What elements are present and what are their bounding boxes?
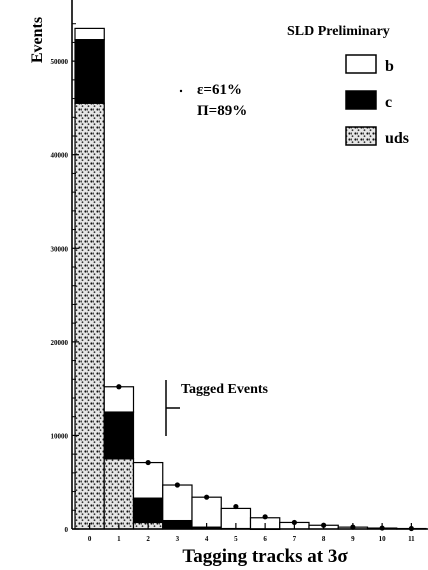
- data-point-0: [87, 39, 93, 46]
- legend-item-c: c: [345, 90, 392, 111]
- purity-annotation: Π=89%: [197, 103, 247, 119]
- y-tick-label-10000: 10000: [51, 432, 69, 440]
- data-point-5: [233, 503, 239, 510]
- data-point-4: [204, 494, 210, 500]
- bar-c-2: [132, 497, 164, 524]
- chart-title: SLD Preliminary: [287, 24, 390, 39]
- y-tick-label-20000: 20000: [51, 339, 69, 347]
- bar-b-3: [162, 484, 193, 522]
- data-point-3: [174, 482, 180, 488]
- x-tick-label-1: 1: [117, 535, 121, 543]
- data-point-2: [145, 459, 151, 466]
- data-point-1: [116, 384, 122, 390]
- data-points: [87, 39, 414, 532]
- x-tick-label-8: 8: [322, 535, 326, 543]
- legend-swatch-uds: [345, 126, 377, 146]
- legend-swatch-b: [345, 54, 377, 74]
- x-tick-label-7: 7: [293, 535, 297, 543]
- legend-item-b: b: [345, 54, 394, 75]
- x-tick-label-9: 9: [351, 535, 355, 543]
- y-tick-label-0: 0: [65, 526, 69, 534]
- y-tick-label-40000: 40000: [51, 152, 69, 160]
- bar-b-2: [132, 461, 164, 499]
- legend-label-uds: uds: [385, 130, 409, 147]
- legend-swatch-c: [345, 90, 377, 110]
- data-point-7: [291, 519, 297, 526]
- x-tick-label-10: 10: [379, 535, 387, 543]
- x-tick-label-0: 0: [88, 535, 92, 543]
- legend: b c uds: [345, 54, 409, 147]
- x-axis-label: Tagging tracks at 3σ: [182, 546, 348, 567]
- legend-label-c: c: [385, 94, 392, 111]
- y-axis-label: Events: [29, 17, 46, 63]
- bar-c-1: [103, 411, 135, 460]
- axes: 0 10000 20000 30000 40000 50000 0 1 2 3 4 5 6 7 8 9 10 11: [51, 0, 428, 543]
- bar-b-0: [74, 27, 105, 41]
- y-tick-label-50000: 50000: [51, 58, 69, 66]
- x-tick-label-3: 3: [176, 535, 180, 543]
- x-tick-label-6: 6: [263, 535, 267, 543]
- speck-mark: [179, 89, 183, 93]
- bar-uds-1: [103, 458, 135, 530]
- tagged-events-marker: [165, 380, 180, 436]
- efficiency-annotation: ε=61%: [197, 82, 242, 98]
- x-tick-label-5: 5: [234, 535, 238, 543]
- tagged-events-label: Tagged Events: [181, 382, 269, 397]
- x-tick-label-4: 4: [205, 535, 209, 543]
- legend-label-b: b: [385, 58, 394, 75]
- legend-item-uds: uds: [345, 126, 409, 147]
- x-tick-label-11: 11: [408, 535, 415, 543]
- bar-c-0: [74, 39, 105, 104]
- bar-uds-0: [74, 102, 105, 530]
- bar-b-4: [191, 496, 222, 528]
- bar-b-1: [103, 386, 135, 413]
- data-point-6: [262, 514, 268, 520]
- x-tick-label-2: 2: [146, 535, 150, 543]
- y-tick-label-30000: 30000: [51, 245, 69, 253]
